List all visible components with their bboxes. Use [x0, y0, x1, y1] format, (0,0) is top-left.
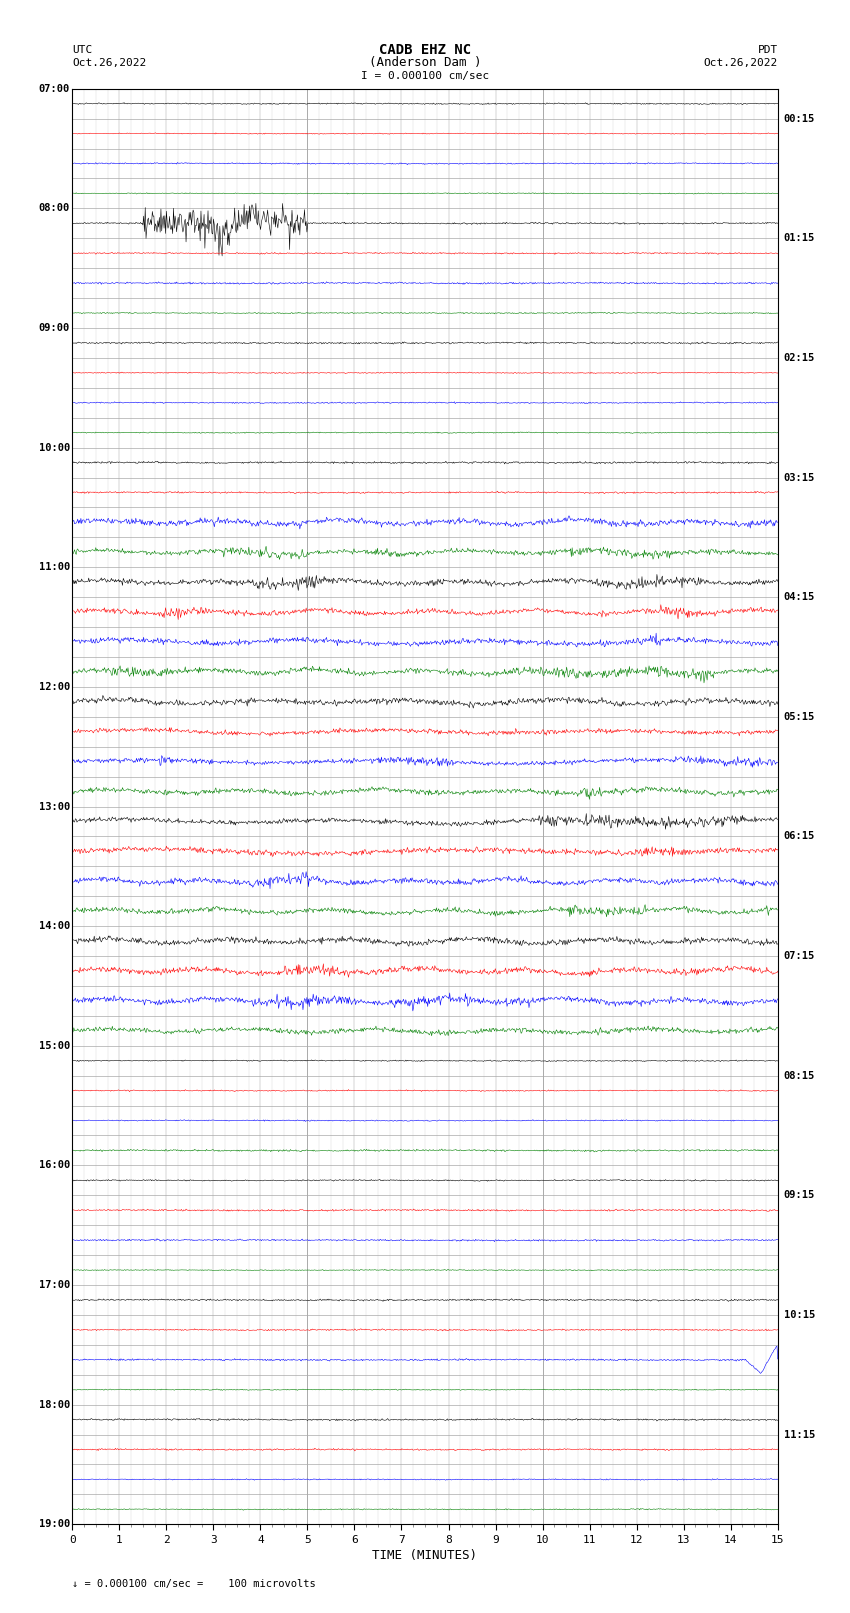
- Text: Oct.26,2022: Oct.26,2022: [704, 58, 778, 68]
- Text: 19:00: 19:00: [39, 1519, 70, 1529]
- Text: 12:00: 12:00: [39, 682, 70, 692]
- Text: 14:00: 14:00: [39, 921, 70, 931]
- Text: PDT: PDT: [757, 45, 778, 55]
- Text: 07:15: 07:15: [784, 952, 815, 961]
- Text: 09:00: 09:00: [39, 323, 70, 332]
- Text: 07:00: 07:00: [39, 84, 70, 94]
- X-axis label: TIME (MINUTES): TIME (MINUTES): [372, 1548, 478, 1561]
- Text: 10:00: 10:00: [39, 442, 70, 453]
- Text: 09:15: 09:15: [784, 1190, 815, 1200]
- Text: 08:15: 08:15: [784, 1071, 815, 1081]
- Text: Oct.26,2022: Oct.26,2022: [72, 58, 146, 68]
- Text: UTC: UTC: [72, 45, 93, 55]
- Text: (Anderson Dam ): (Anderson Dam ): [369, 56, 481, 69]
- Text: 06:15: 06:15: [784, 831, 815, 842]
- Text: 11:00: 11:00: [39, 563, 70, 573]
- Text: 13:00: 13:00: [39, 802, 70, 811]
- Text: 15:00: 15:00: [39, 1040, 70, 1050]
- Text: CADB EHZ NC: CADB EHZ NC: [379, 44, 471, 56]
- Text: 02:15: 02:15: [784, 353, 815, 363]
- Text: 05:15: 05:15: [784, 711, 815, 721]
- Text: 03:15: 03:15: [784, 473, 815, 482]
- Text: 04:15: 04:15: [784, 592, 815, 602]
- Text: 11:15: 11:15: [784, 1429, 815, 1439]
- Text: 01:15: 01:15: [784, 234, 815, 244]
- Text: 10:15: 10:15: [784, 1310, 815, 1319]
- Text: 16:00: 16:00: [39, 1160, 70, 1171]
- Text: ↓ = 0.000100 cm/sec =    100 microvolts: ↓ = 0.000100 cm/sec = 100 microvolts: [72, 1579, 316, 1589]
- Text: 18:00: 18:00: [39, 1400, 70, 1410]
- Text: 00:15: 00:15: [784, 113, 815, 124]
- Text: 17:00: 17:00: [39, 1281, 70, 1290]
- Text: 08:00: 08:00: [39, 203, 70, 213]
- Text: I = 0.000100 cm/sec: I = 0.000100 cm/sec: [361, 71, 489, 81]
